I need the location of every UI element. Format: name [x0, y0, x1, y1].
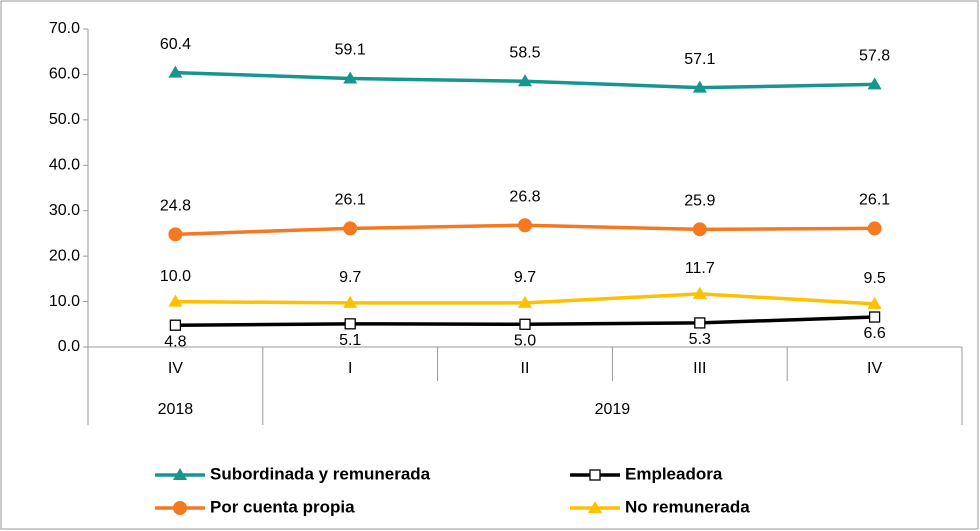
data-label: 26.8	[509, 188, 540, 205]
x-tick-label: III	[693, 360, 706, 377]
data-label: 5.3	[689, 331, 711, 348]
data-label: 9.7	[339, 269, 361, 286]
data-label: 5.0	[514, 333, 536, 350]
data-point	[692, 80, 707, 93]
data-point	[518, 218, 532, 233]
data-label: 6.6	[863, 325, 885, 342]
legend-marker	[588, 501, 602, 513]
data-point	[169, 319, 182, 331]
data-point	[867, 296, 882, 309]
data-label: 9.5	[863, 270, 885, 287]
y-tick-label: 0.0	[58, 338, 80, 355]
data-point	[343, 71, 358, 84]
x-group-label: 2019	[595, 401, 631, 418]
data-point	[692, 222, 707, 237]
x-tick-label: II	[521, 360, 530, 377]
data-point	[692, 286, 707, 299]
data-label: 5.1	[339, 332, 361, 349]
legend-label: No remunerada	[625, 497, 750, 516]
data-point	[168, 294, 183, 307]
legend-label: Subordinada y remunerada	[210, 464, 431, 483]
y-tick-label: 10.0	[49, 293, 80, 310]
legend-marker	[173, 501, 187, 515]
data-point	[344, 318, 356, 330]
legend-marker	[173, 468, 187, 480]
data-point	[343, 221, 358, 236]
data-label: 57.1	[684, 51, 715, 68]
x-group-label: 2018	[158, 401, 194, 418]
y-tick-label: 50.0	[49, 111, 80, 128]
data-label: 4.8	[164, 333, 186, 350]
data-label: 26.1	[859, 192, 890, 209]
legend-label: Por cuenta propia	[210, 497, 355, 516]
x-tick-label: I	[348, 360, 352, 377]
data-label: 25.9	[684, 193, 715, 210]
data-label: 59.1	[335, 42, 366, 59]
data-point	[343, 295, 358, 308]
y-tick-label: 30.0	[49, 202, 80, 219]
legend-label: Empleadora	[625, 464, 723, 483]
data-point	[518, 74, 532, 87]
data-label: 58.5	[509, 44, 540, 61]
data-point	[867, 221, 882, 236]
data-label: 10.0	[160, 268, 191, 285]
y-tick-label: 60.0	[49, 66, 80, 83]
data-label: 24.8	[160, 198, 191, 215]
data-point	[868, 311, 881, 323]
data-label: 9.7	[514, 269, 536, 286]
data-point	[694, 317, 706, 329]
data-point	[168, 65, 183, 78]
data-point	[519, 318, 531, 330]
x-tick-label: IV	[867, 360, 882, 377]
data-point	[518, 295, 532, 308]
data-label: 57.8	[859, 48, 890, 65]
data-label: 11.7	[685, 260, 715, 277]
legend-marker	[589, 469, 601, 481]
data-label: 26.1	[335, 192, 366, 209]
y-tick-label: 20.0	[49, 247, 80, 264]
y-tick-label: 70.0	[49, 20, 80, 37]
data-point	[168, 227, 183, 242]
data-label: 60.4	[160, 36, 191, 53]
y-tick-label: 40.0	[49, 157, 80, 174]
x-tick-label: IV	[168, 360, 183, 377]
data-point	[867, 77, 882, 90]
